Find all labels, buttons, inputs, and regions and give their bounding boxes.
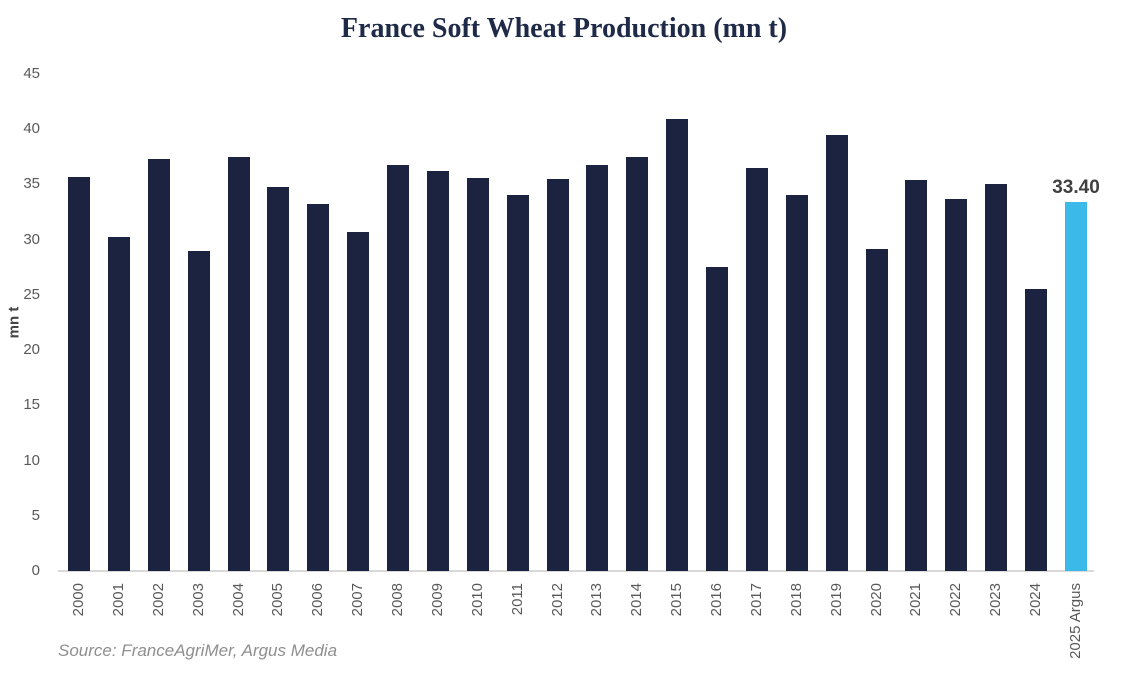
bar-2010 xyxy=(466,177,489,571)
bar-2019 xyxy=(825,134,848,571)
bar-2009 xyxy=(426,171,449,571)
y-tick-label-20: 20 xyxy=(23,341,40,359)
bar-2011 xyxy=(506,195,529,571)
x-tick-label-text: 2000 xyxy=(70,583,87,617)
chart-title: France Soft Wheat Production (mn t) xyxy=(340,13,788,44)
x-tick-label-text: 2006 xyxy=(309,583,327,617)
y-tick-label-5: 5 xyxy=(31,506,40,524)
bar-2008 xyxy=(387,164,410,571)
x-tick-label-text: 2005 xyxy=(269,583,287,617)
x-tick-label-text: 2004 xyxy=(229,583,247,617)
bar-2023 xyxy=(985,184,1008,571)
x-tick-label-text: 2014 xyxy=(628,583,646,617)
bar-2018 xyxy=(785,195,808,571)
bar-2000 xyxy=(68,176,90,571)
bar-2005 xyxy=(267,186,290,571)
bar-2014 xyxy=(626,156,649,571)
y-tick-label-45: 45 xyxy=(23,65,40,82)
x-tick-label-text: 2019 xyxy=(827,583,845,617)
bar-2004 xyxy=(227,156,250,571)
bar-2016 xyxy=(706,267,729,571)
x-tick-label-text: 2024 xyxy=(1027,583,1045,617)
y-tick-label-25: 25 xyxy=(23,285,40,303)
bar-2002 xyxy=(147,159,170,571)
x-tick-label-text: 2003 xyxy=(189,583,207,617)
bar-2013 xyxy=(586,164,609,571)
y-tick-label-0: 0 xyxy=(31,562,40,579)
bar-2024 xyxy=(1025,289,1048,571)
x-tick-label-text: 2021 xyxy=(907,583,925,617)
x-tick-label-text: 2010 xyxy=(468,583,486,617)
x-tick-label-text: 2013 xyxy=(588,583,606,617)
source-note: Source: FranceAgriMer, Argus Media xyxy=(58,641,338,660)
x-tick-label-text: 2007 xyxy=(349,583,367,617)
x-tick-label-text: 2023 xyxy=(987,583,1005,617)
x-tick-label-text: 2012 xyxy=(548,583,566,617)
bar-2015 xyxy=(666,119,689,571)
x-tick-label-text: 2018 xyxy=(787,583,805,617)
bar-2001 xyxy=(107,237,130,571)
x-tick-label-text: 2016 xyxy=(708,583,726,617)
x-tick-label-text: 2022 xyxy=(947,583,965,617)
x-tick-label-text: 2002 xyxy=(149,583,167,617)
bar-2007 xyxy=(347,231,370,571)
y-tick-label-30: 30 xyxy=(23,230,40,248)
x-tick-label-text: 2020 xyxy=(867,583,885,617)
x-axis-line xyxy=(58,570,1094,572)
bar-2020 xyxy=(865,248,888,571)
bar-2021 xyxy=(905,180,928,571)
bar-2012 xyxy=(546,178,569,571)
x-tick-label-text: 2015 xyxy=(668,583,686,617)
x-tick-label-text: 2009 xyxy=(428,583,446,617)
bar-2017 xyxy=(745,167,768,571)
y-tick-label-10: 10 xyxy=(23,451,40,469)
y-tick-label-40: 40 xyxy=(23,120,40,138)
bar-2022 xyxy=(945,198,968,571)
y-tick-label-35: 35 xyxy=(23,175,40,193)
y-tick-label-15: 15 xyxy=(23,396,40,414)
x-tick-label-text: 2011 xyxy=(508,583,526,616)
bar-2025-argus xyxy=(1065,202,1087,571)
highlight-value-label: 33.40 xyxy=(1052,177,1100,199)
x-tick-label-text: 2008 xyxy=(389,583,407,617)
bar-2003 xyxy=(187,250,210,571)
bar-2006 xyxy=(307,204,330,571)
x-tick-label-text: 2025 Argus xyxy=(1067,583,1084,659)
x-tick-label-text: 2001 xyxy=(109,583,127,617)
x-tick-label-text: 2017 xyxy=(747,583,765,617)
y-axis-title-text: mn t xyxy=(5,306,23,338)
